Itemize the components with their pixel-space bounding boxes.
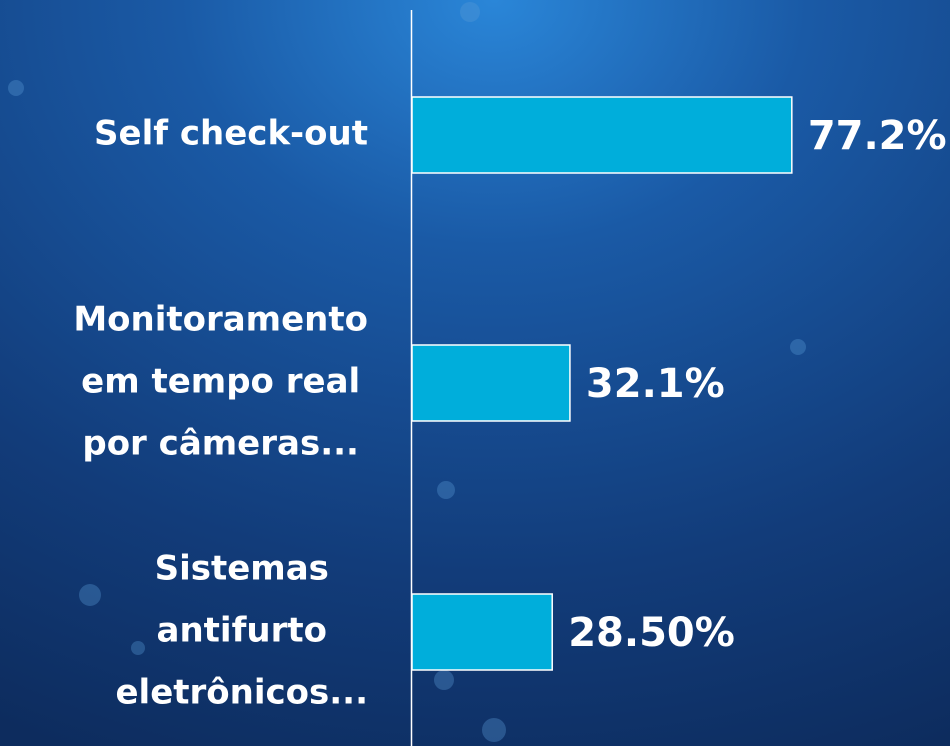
category-line: Self check-out (94, 114, 368, 154)
category-label: Monitoramento em tempo real por câmeras... (73, 300, 368, 464)
bokeh (8, 2, 806, 742)
value-label: 28.50% (568, 610, 735, 656)
bar (411, 593, 553, 671)
category-line: em tempo real (81, 362, 360, 402)
bar (411, 96, 793, 174)
category-line: eletrônicos... (115, 673, 368, 713)
category-label: Self check-out (94, 114, 368, 154)
value-label: 32.1% (586, 361, 725, 407)
bar (411, 344, 571, 422)
category-line: Sistemas (155, 549, 329, 589)
category-line: Monitoramento (73, 300, 368, 340)
category-label: Sistemas antifurto eletrônicos... (115, 549, 368, 713)
value-label: 77.2% (808, 113, 947, 159)
category-line: por câmeras... (82, 424, 359, 464)
category-line: antifurto (157, 611, 327, 651)
